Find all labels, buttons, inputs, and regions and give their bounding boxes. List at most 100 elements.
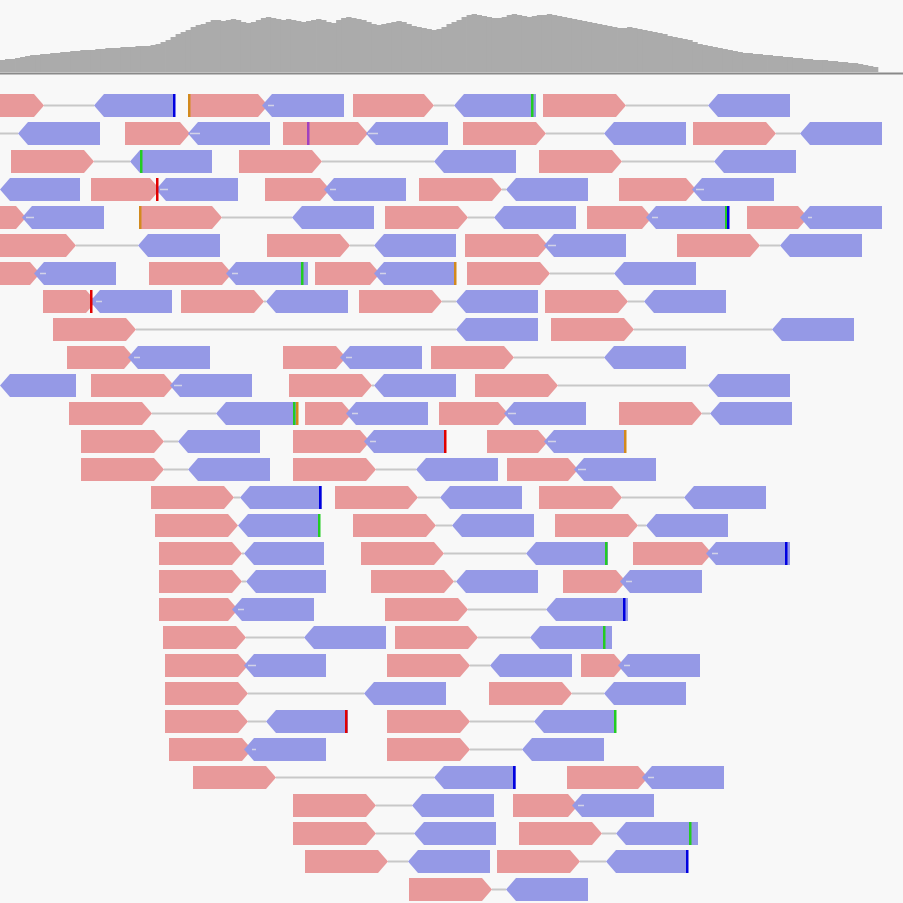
read-pair[interactable] (489, 682, 686, 705)
forward-read (619, 402, 702, 425)
read-pair[interactable] (283, 346, 422, 369)
read-pair[interactable] (567, 766, 724, 789)
read-pair[interactable] (0, 234, 220, 257)
read-pair[interactable] (0, 122, 100, 145)
read-pair[interactable] (465, 234, 626, 257)
read-pair[interactable] (385, 206, 576, 229)
read-pair[interactable] (387, 654, 572, 677)
coverage-bar (45, 54, 51, 72)
read-pair[interactable] (305, 850, 490, 873)
read-pair[interactable] (11, 150, 212, 173)
read-pair[interactable] (677, 234, 862, 257)
read-pair[interactable] (159, 570, 326, 593)
read-pair[interactable] (395, 626, 612, 649)
read-pair[interactable] (169, 738, 326, 761)
read-pair[interactable] (188, 94, 344, 117)
forward-read (619, 178, 696, 201)
read-pair[interactable] (181, 290, 348, 313)
read-pair[interactable] (163, 626, 386, 649)
read-pair[interactable] (543, 94, 790, 117)
read-pair[interactable] (53, 318, 538, 341)
read-pair[interactable] (439, 402, 586, 425)
read-pair[interactable] (81, 430, 260, 453)
read-pair[interactable] (67, 346, 210, 369)
read-pair[interactable] (467, 262, 696, 285)
read-pair[interactable] (125, 122, 270, 145)
coverage-track[interactable] (0, 0, 903, 76)
read-pair[interactable] (555, 514, 728, 537)
read-pair[interactable] (165, 682, 446, 705)
read-pair[interactable] (551, 318, 854, 341)
read-pair[interactable] (43, 290, 172, 313)
read-pair[interactable] (385, 598, 628, 621)
read-pair[interactable] (193, 766, 516, 789)
read-pair[interactable] (335, 486, 522, 509)
forward-read (563, 570, 626, 593)
read-pair[interactable] (539, 150, 796, 173)
read-pair[interactable] (0, 374, 76, 397)
read-pair[interactable] (361, 542, 608, 565)
read-pair[interactable] (293, 822, 496, 845)
read-pair[interactable] (69, 402, 299, 425)
read-pair[interactable] (463, 122, 686, 145)
read-pair[interactable] (431, 346, 686, 369)
read-pair[interactable] (353, 94, 536, 117)
read-pair[interactable] (409, 878, 588, 901)
read-pair[interactable] (497, 850, 689, 873)
read-pair[interactable] (149, 262, 308, 285)
coverage-bar (30, 55, 36, 72)
read-pair[interactable] (0, 178, 80, 201)
read-pair[interactable] (283, 122, 448, 145)
read-pair[interactable] (81, 458, 270, 481)
read-pair[interactable] (293, 458, 498, 481)
read-pair[interactable] (371, 570, 538, 593)
read-pair[interactable] (293, 794, 494, 817)
read-pair[interactable] (305, 402, 428, 425)
read-pair[interactable] (419, 178, 588, 201)
read-pair[interactable] (91, 374, 252, 397)
read-pair[interactable] (267, 234, 456, 257)
read-pair[interactable] (475, 374, 790, 397)
read-pair[interactable] (487, 430, 627, 453)
read-pair[interactable] (265, 178, 406, 201)
read-pair[interactable] (633, 542, 790, 565)
read-pair[interactable] (539, 486, 766, 509)
read-pair[interactable] (159, 542, 324, 565)
read-pair[interactable] (693, 122, 882, 145)
read-pair[interactable] (165, 654, 326, 677)
read-pair[interactable] (289, 374, 456, 397)
reverse-read (226, 262, 308, 285)
read-pair[interactable] (519, 822, 698, 845)
read-pair[interactable] (359, 290, 538, 313)
mismatch-mark (689, 822, 692, 845)
read-pair[interactable] (513, 794, 654, 817)
read-pair[interactable] (387, 738, 604, 761)
read-pair[interactable] (507, 458, 656, 481)
reverse-read (534, 710, 616, 733)
read-pair[interactable] (239, 150, 516, 173)
read-pair[interactable] (151, 486, 322, 509)
read-pair[interactable] (159, 598, 314, 621)
read-pair[interactable] (155, 514, 321, 537)
coverage-bar (195, 25, 202, 72)
read-pair[interactable] (353, 514, 534, 537)
read-pair[interactable] (293, 430, 447, 453)
read-pair[interactable] (619, 178, 774, 201)
read-pair[interactable] (0, 262, 116, 285)
read-pair[interactable] (619, 402, 792, 425)
read-pair[interactable] (91, 178, 238, 201)
read-pair[interactable] (315, 262, 457, 285)
coverage-bar (652, 32, 658, 72)
read-pair[interactable] (747, 206, 882, 229)
read-pair[interactable] (139, 206, 374, 229)
read-pair[interactable] (387, 710, 617, 733)
read-pair[interactable] (587, 206, 730, 229)
read-pair[interactable] (563, 570, 702, 593)
read-pair[interactable] (0, 206, 104, 229)
read-pair[interactable] (545, 290, 726, 313)
read-pair[interactable] (0, 94, 176, 117)
read-pair[interactable] (165, 710, 348, 733)
read-pair[interactable] (581, 654, 700, 677)
